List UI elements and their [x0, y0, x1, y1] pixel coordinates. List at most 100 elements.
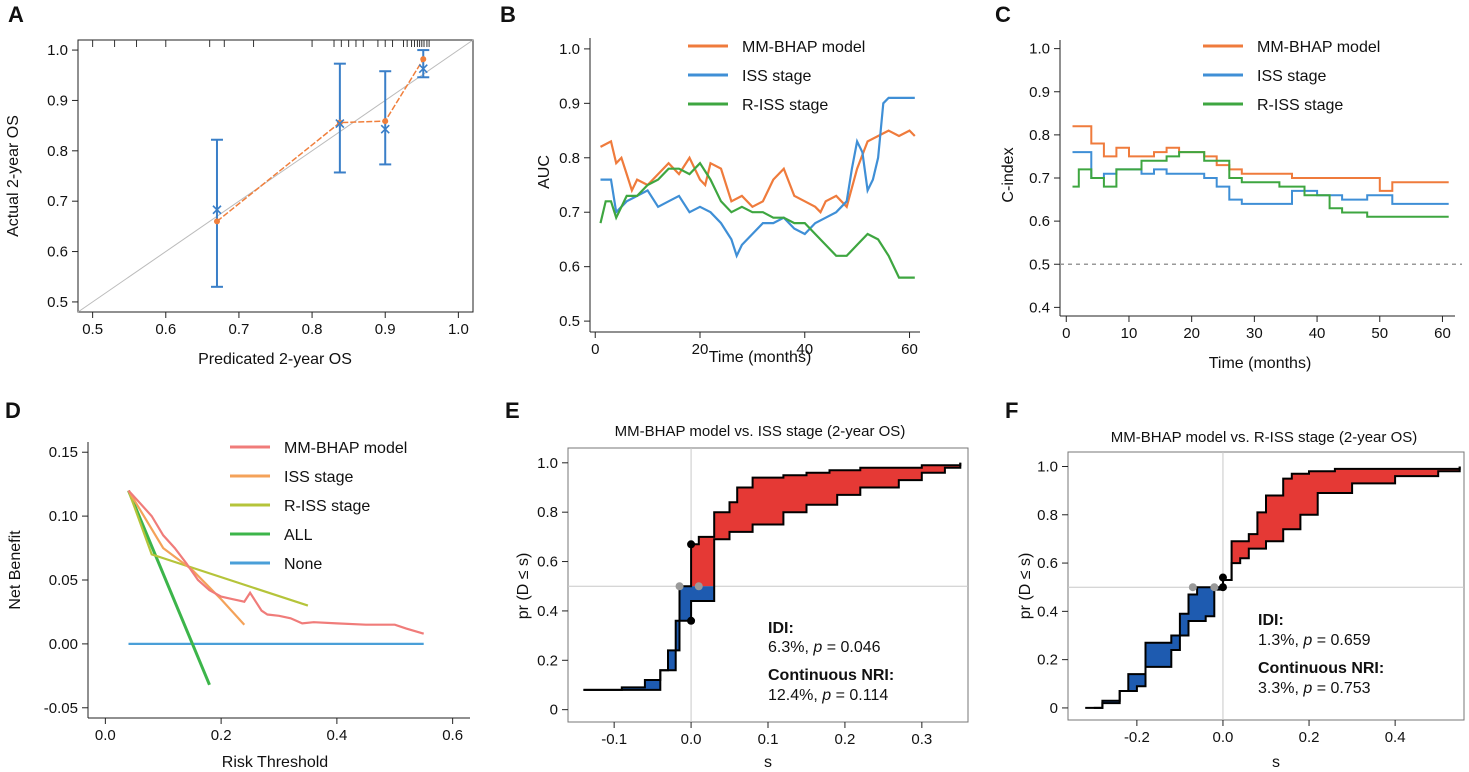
idi-value: 6.3%, p = 0.046 — [768, 639, 881, 656]
y-tick-label: 0.7 — [47, 193, 68, 210]
legend-label: MM-BHAP model — [1257, 39, 1380, 56]
nri-label: Continuous NRI: — [1258, 660, 1384, 677]
x-tick-label: 50 — [1371, 325, 1388, 342]
y-tick-label: 0.7 — [559, 204, 580, 221]
series-lines — [1072, 125, 1449, 218]
x-tick-label: 0 — [591, 341, 599, 358]
x-tick-label: 0.6 — [155, 321, 176, 338]
y-tick-label: 0.6 — [1037, 555, 1058, 572]
panel-letter-a: A — [8, 2, 24, 27]
marker-point — [687, 540, 696, 549]
x-tick-label: 10 — [1121, 325, 1138, 342]
y-tick-label: 0.6 — [537, 554, 558, 571]
series-line — [599, 161, 915, 279]
negative-area — [583, 586, 715, 690]
series-line — [1072, 125, 1449, 192]
panel-c-cindex-plot: C 0 10 20 30 40 50 60 0.4 0.5 0.6 0.7 0.8 0.9 1.0 MM… — [995, 2, 1462, 372]
x-tick-label: 20 — [1183, 325, 1200, 342]
legend: MM-BHAP model ISS stage R-ISS stage ALL None — [230, 440, 407, 573]
observed-point — [420, 56, 427, 63]
series-line — [1072, 151, 1449, 205]
rug-ticks — [92, 40, 430, 47]
legend-label: MM-BHAP model — [742, 39, 865, 56]
x-tick-label: 0.7 — [228, 321, 249, 338]
y-tick-label: 0.9 — [559, 95, 580, 112]
observed-line — [216, 58, 424, 222]
y-axis-label: pr (D ≤ s) — [515, 553, 532, 620]
y-tick-label: 0.15 — [49, 444, 78, 461]
nri-value: 12.4%, p = 0.114 — [768, 687, 888, 704]
series-line — [127, 490, 211, 686]
y-ticks: 0 0.2 0.4 0.6 0.8 1.0 — [1037, 458, 1068, 717]
y-ticks: -0.05 0.00 0.05 0.10 0.15 — [44, 444, 88, 717]
y-axis-label: pr (D ≤ s) — [1017, 553, 1034, 620]
nri-label: Continuous NRI: — [768, 667, 894, 684]
x-tick-label: 0.4 — [326, 727, 347, 744]
series-line — [599, 129, 916, 215]
y-tick-label: 0 — [1050, 700, 1058, 717]
x-tick-label: 40 — [1309, 325, 1326, 342]
idi-label: IDI: — [1258, 612, 1284, 629]
y-ticks: 0.5 0.6 0.7 0.8 0.9 1.0 — [559, 41, 590, 330]
panel-a-calibration-plot: A 0.5 0.6 0.7 0.8 0.9 1.0 0.50.60.70.80.91.0 … — [5, 2, 474, 368]
idi-value: 1.3%, p = 0.659 — [1258, 632, 1371, 649]
marker-point — [1218, 573, 1227, 582]
y-tick-label: 0.2 — [537, 652, 558, 669]
y-tick-label: 1.0 — [1037, 458, 1058, 475]
y-tick-label: 0.9 — [47, 92, 68, 109]
legend-label: MM-BHAP model — [284, 440, 407, 457]
x-tick-label: 0.4 — [1385, 729, 1406, 746]
x-tick-label: 0.3 — [911, 731, 932, 748]
series-lines — [127, 489, 425, 686]
plot-frame — [77, 39, 474, 313]
ideal-line — [77, 39, 474, 313]
x-tick-label: 1.0 — [448, 321, 469, 338]
y-tick-label: 0.4 — [537, 603, 558, 620]
observed-point — [382, 118, 389, 125]
positive-area — [1197, 466, 1460, 588]
idi-label: IDI: — [768, 620, 794, 637]
x-axis-label: Time (months) — [1209, 355, 1312, 372]
x-axis-label: Time (months) — [709, 349, 812, 366]
panel-f-idi-nri-riss: F MM-BHAP model vs. R-ISS stage (2-year … — [1005, 398, 1465, 771]
x-axis-label: Predicated 2-year OS — [198, 351, 352, 368]
legend-label: R-ISS stage — [742, 97, 828, 114]
y-tick-label: -0.05 — [44, 700, 78, 717]
y-tick-label: 0.10 — [49, 508, 78, 525]
legend-label: R-ISS stage — [1257, 97, 1343, 114]
y-tick-label: 0 — [550, 702, 558, 719]
error-bars — [210, 49, 430, 288]
x-axis-label: s — [764, 754, 772, 771]
x-tick-label: 0 — [1062, 325, 1070, 342]
panel-letter-f: F — [1005, 398, 1018, 423]
y-tick-label: 0.8 — [1029, 127, 1050, 144]
y-tick-label: 0.6 — [47, 244, 68, 261]
y-axis-label: Actual 2-year OS — [5, 115, 22, 237]
ideal-diagonal — [77, 39, 474, 313]
legend-label: None — [284, 556, 322, 573]
y-tick-label: 1.0 — [537, 455, 558, 472]
x-ticks: 0.0 0.2 0.4 0.6 — [95, 718, 463, 744]
legend-label: ISS stage — [284, 469, 353, 486]
legend-label: R-ISS stage — [284, 498, 370, 515]
plot-area — [1068, 452, 1464, 720]
x-tick-label: 20 — [692, 341, 709, 358]
series-line — [127, 489, 425, 635]
y-ticks: 0.4 0.5 0.6 0.7 0.8 0.9 1.0 — [1029, 41, 1060, 316]
x-ticks: -0.2 0.0 0.2 0.4 — [1124, 720, 1406, 746]
x-tick-label: 0.1 — [758, 731, 779, 748]
observed-point — [213, 218, 220, 225]
marker-point — [1218, 583, 1227, 592]
y-tick-label: 0.6 — [559, 259, 580, 276]
x-tick-label: 0.8 — [302, 321, 323, 338]
x-axis-label: s — [1272, 754, 1280, 771]
y-tick-label: 0.7 — [1029, 170, 1050, 187]
panel-letter-c: C — [995, 2, 1011, 27]
y-axis-label: Net Benefit — [7, 530, 24, 610]
y-tick-label: 0.00 — [49, 636, 78, 653]
y-axis-label: AUC — [536, 155, 553, 189]
x-ticks: 0.5 0.6 0.7 0.8 0.9 1.0 — [82, 312, 469, 338]
annotation: IDI: 1.3%, p = 0.659 Continuous NRI: 3.3… — [1258, 612, 1384, 697]
nri-value: 3.3%, p = 0.753 — [1258, 680, 1371, 697]
